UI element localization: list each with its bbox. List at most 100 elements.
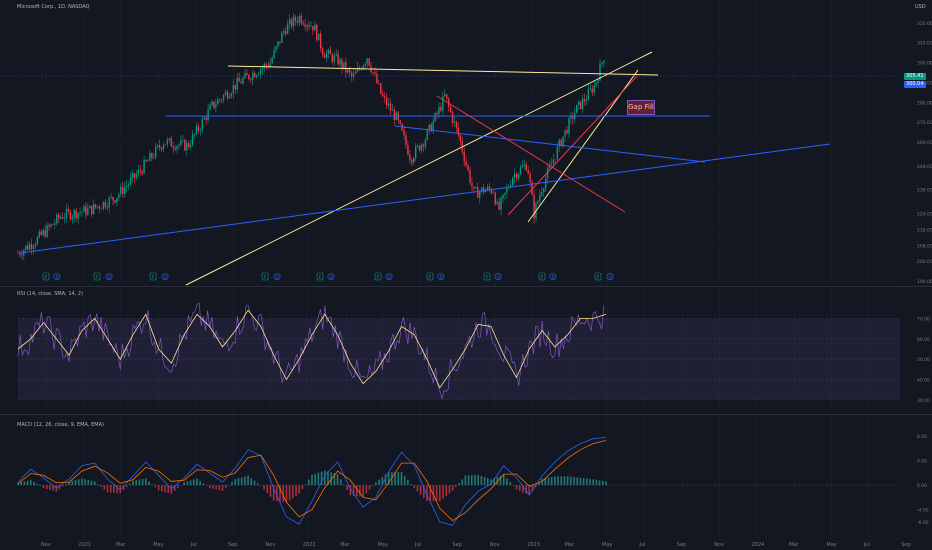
macd-histogram-bar — [518, 485, 521, 491]
macd-tick-label: -6.00 — [917, 520, 929, 526]
candle-body — [180, 140, 182, 145]
candle-body — [589, 88, 591, 90]
macd-histogram-bar — [333, 473, 336, 486]
dividend-marker[interactable]: D — [494, 272, 502, 281]
candle-body — [230, 93, 233, 97]
candle-body — [87, 208, 89, 215]
candle-body — [312, 26, 314, 31]
candle-body — [337, 53, 339, 65]
gap-fill-annotation[interactable]: Gap Fill — [627, 100, 655, 115]
earnings-marker[interactable]: E — [374, 272, 382, 281]
macd-histogram-bar — [582, 478, 585, 486]
candle-body — [153, 157, 155, 158]
y-tick-label: 208.00 — [917, 243, 932, 249]
macd-histogram-bar — [138, 479, 141, 486]
macd-histogram-bar — [375, 482, 377, 486]
candle-body — [131, 173, 134, 178]
candle-body — [83, 206, 85, 212]
macd-histogram-bar — [605, 481, 607, 486]
earnings-marker[interactable]: E — [426, 272, 434, 281]
marker-label: D — [609, 275, 613, 281]
candle-body — [116, 197, 118, 203]
macd-histogram-bar — [292, 485, 294, 499]
earnings-marker[interactable]: E — [149, 272, 157, 281]
y-tick-label: 280.00 — [917, 100, 932, 106]
dividend-marker[interactable]: D — [549, 272, 557, 281]
macd-histogram-bar — [502, 474, 505, 486]
dividend-marker[interactable]: D — [161, 272, 169, 281]
earnings-marker[interactable]: E — [261, 272, 269, 281]
earnings-marker[interactable]: E — [483, 272, 491, 281]
y-tick-label: 216.00 — [917, 227, 932, 233]
macd-histogram-bar — [343, 484, 345, 486]
x-tick-label: Jul — [414, 542, 421, 548]
marker-label: D — [552, 275, 556, 281]
candle-body — [446, 94, 448, 99]
macd-histogram-bar — [17, 482, 19, 486]
macd-histogram-bar — [394, 471, 396, 486]
x-tick-label: Nov — [714, 542, 724, 548]
macd-histogram-bar — [435, 485, 438, 502]
pane-divider-macd[interactable] — [0, 414, 932, 415]
x-tick-label: May — [153, 542, 163, 548]
macd-histogram-bar — [244, 476, 246, 486]
macd-histogram-bar — [352, 485, 355, 496]
macd-histogram-bar — [228, 485, 230, 486]
pane-divider-rsi[interactable] — [0, 286, 932, 287]
dividend-marker[interactable]: D — [53, 272, 61, 281]
candle-body — [566, 129, 568, 134]
macd-histogram-bar — [451, 485, 454, 491]
earnings-marker[interactable]: E — [594, 272, 602, 281]
dividend-marker[interactable]: D — [385, 272, 393, 281]
candle-body — [372, 72, 374, 73]
macd-histogram-bar — [525, 485, 527, 494]
macd-tick-label: 0.00 — [917, 483, 927, 489]
macd-histogram-bar — [84, 479, 86, 486]
macd-histogram-bar — [87, 479, 90, 486]
marker-shape — [426, 272, 434, 281]
candle-body — [219, 99, 221, 101]
macd-pane — [17, 437, 900, 526]
dividend-marker[interactable]: D — [327, 272, 335, 281]
y-tick-label: 248.00 — [917, 164, 932, 170]
macd-histogram-bar — [522, 485, 524, 493]
macd-histogram-bar — [419, 485, 422, 495]
candle-body — [488, 186, 491, 190]
x-tick-label: Nov — [265, 542, 275, 548]
candle-body — [399, 120, 401, 124]
candle-body — [486, 186, 489, 190]
candle-body — [67, 208, 70, 212]
candle-body — [184, 139, 186, 151]
candle-body — [277, 41, 279, 47]
main-header: Microsoft Corp., 1D, NASDAQ — [17, 4, 90, 10]
candle-body — [158, 145, 161, 148]
dividend-marker[interactable]: D — [273, 272, 281, 281]
macd-histogram-bar — [132, 480, 134, 486]
candle-body — [98, 206, 101, 209]
candle-body — [405, 135, 407, 146]
macd-histogram-bar — [506, 478, 508, 486]
macd-histogram-bar — [295, 485, 297, 497]
candle-body — [544, 178, 547, 189]
dividend-marker[interactable]: D — [105, 272, 113, 281]
macd-histogram-bar — [480, 475, 483, 486]
candle-body — [304, 24, 306, 27]
dividend-marker[interactable]: D — [437, 272, 445, 281]
earnings-marker[interactable]: E — [538, 272, 546, 281]
earnings-marker[interactable]: E — [93, 272, 101, 281]
candle-body — [393, 109, 396, 121]
dividend-marker[interactable]: D — [606, 272, 614, 281]
candle-body — [242, 78, 244, 84]
candle-body — [195, 126, 198, 134]
macd-histogram-bar — [109, 485, 112, 493]
candle-body — [188, 143, 190, 148]
macd-histogram-bar — [45, 485, 48, 489]
macd-histogram-bar — [221, 485, 224, 491]
marker-shape — [273, 272, 281, 280]
candle-body — [294, 16, 297, 22]
earnings-marker[interactable]: E — [42, 272, 50, 281]
macd-histogram-bar — [42, 485, 45, 489]
earnings-marker[interactable]: E — [316, 272, 324, 281]
macd-histogram-bar — [400, 471, 403, 486]
